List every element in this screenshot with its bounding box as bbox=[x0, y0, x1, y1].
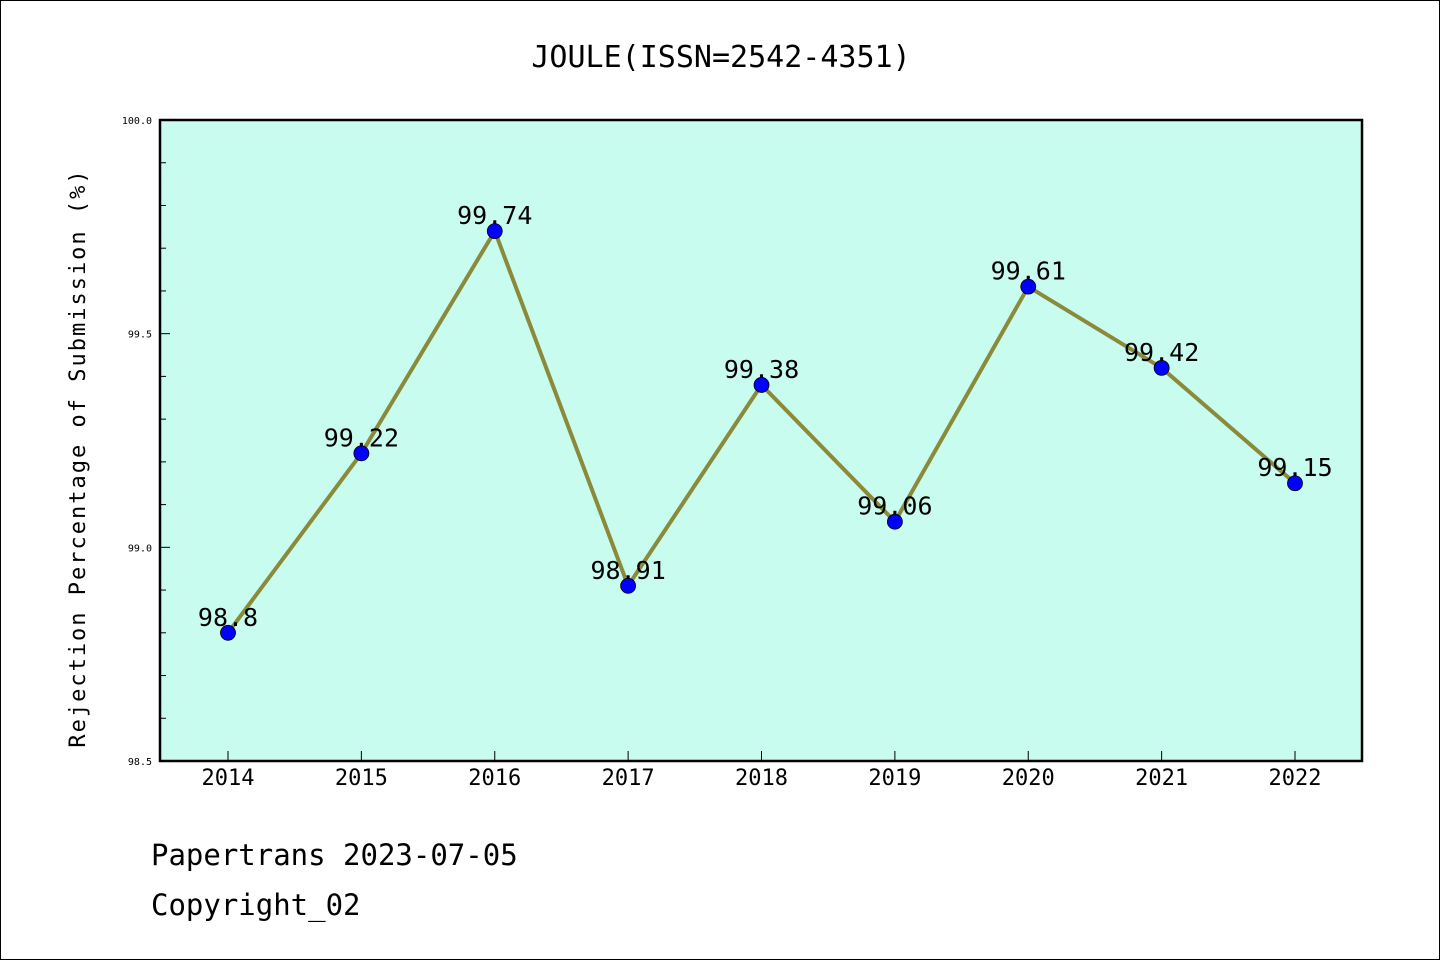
data-label: 99.22 bbox=[324, 423, 399, 452]
data-label: 99.38 bbox=[724, 355, 799, 384]
data-label: 99.42 bbox=[1124, 338, 1199, 367]
x-tick-label: 2020 bbox=[1002, 766, 1055, 791]
data-point bbox=[220, 624, 236, 641]
data-label: 99.74 bbox=[457, 201, 532, 230]
x-axis: 2014 2015 2016 2017 2018 2019 2020 2021 2022 bbox=[202, 751, 1322, 791]
data-point bbox=[753, 377, 770, 393]
y-tick-label: 99.0 bbox=[128, 543, 152, 554]
series-layer bbox=[220, 223, 1303, 641]
x-tick-label: 2015 bbox=[335, 766, 388, 791]
data-point bbox=[353, 445, 370, 462]
x-tick-label: 2021 bbox=[1135, 766, 1188, 791]
data-point bbox=[486, 223, 503, 240]
x-tick-label: 2019 bbox=[868, 766, 921, 791]
x-tick-label: 2016 bbox=[468, 766, 521, 791]
y-tick-label: 98.5 bbox=[128, 757, 152, 768]
x-tick-label: 2017 bbox=[602, 766, 655, 791]
data-point bbox=[620, 577, 637, 594]
y-axis: 98.5 99.0 99.5 100.0 bbox=[122, 116, 170, 768]
y-tick-label: 99.5 bbox=[128, 330, 152, 341]
data-point bbox=[1287, 475, 1303, 492]
y-tick-label: 100.0 bbox=[122, 116, 152, 127]
chart-title: JOULE(ISSN=2542-4351) bbox=[531, 40, 910, 75]
data-label: 99.61 bbox=[991, 257, 1066, 286]
x-tick-label: 2018 bbox=[735, 766, 788, 791]
footer-copyright-text: Copyright_02 bbox=[151, 888, 361, 923]
data-label-layer: 98.8 99.22 99.74 98.91 99.38 99.06 99.61 99.42 9… bbox=[198, 201, 1333, 632]
data-label: 98.8 bbox=[198, 603, 258, 632]
data-point bbox=[886, 513, 903, 530]
data-label: 99.06 bbox=[857, 492, 932, 521]
y-axis-title: Rejection Percentage of Submission (%) bbox=[66, 168, 91, 747]
x-tick-label: 2022 bbox=[1269, 766, 1322, 791]
data-point bbox=[1153, 359, 1170, 376]
footer-date-text: Papertrans 2023-07-05 bbox=[151, 838, 518, 872]
data-label: 99.15 bbox=[1257, 453, 1332, 482]
x-tick-label: 2014 bbox=[202, 766, 255, 791]
data-point bbox=[1020, 278, 1037, 295]
data-label: 98.91 bbox=[590, 556, 665, 585]
plot-area bbox=[158, 118, 1364, 763]
